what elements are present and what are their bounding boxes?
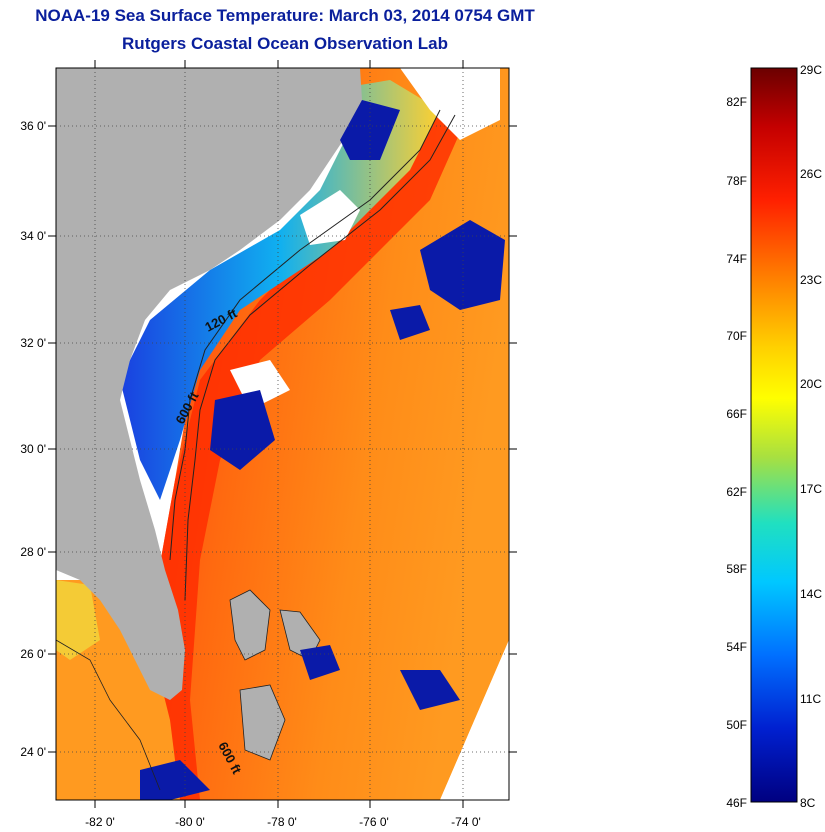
c-label: 23C [800,273,822,287]
map-border [55,67,510,801]
isobath-gulf [56,639,161,791]
lon-label: -82 0' [85,815,115,829]
lat-label: 34 0' [20,229,46,243]
lat-label: 24 0' [20,745,46,759]
f-label: 78F [726,174,747,188]
cloud [300,190,360,245]
map-subtitle: Rutgers Coastal Ocean Observation Lab [122,34,448,53]
c-label: 29C [800,63,822,77]
c-label: 26C [800,167,822,181]
f-label: 50F [726,718,747,732]
latitude-labels: 36 0' 34 0' 32 0' 30 0' 28 0' 26 0' 24 0… [20,119,46,759]
f-label: 58F [726,562,747,576]
cold-cloud-mask [420,220,505,310]
lat-label: 30 0' [20,442,46,456]
map-ticks [48,60,517,808]
f-label: 74F [726,252,747,266]
cold-cloud-mask [300,645,340,680]
c-label: 11C [800,692,821,706]
lon-label: -78 0' [267,815,297,829]
fahrenheit-scale: 82F 78F 74F 70F 66F 62F 58F 54F 50F 46F [726,95,747,810]
cloud [400,68,500,140]
gulf-cool [56,580,100,660]
lon-label: -80 0' [175,815,205,829]
colorbar [750,67,798,803]
c-label: 20C [800,377,822,391]
cold-cloud-mask [210,390,275,470]
cold-coast [340,100,400,160]
celsius-scale: 29C 26C 23C 20C 17C 14C 11C 8C [800,63,822,810]
bahamas-land-3 [239,684,286,761]
map-title: NOAA-19 Sea Surface Temperature: March 0… [35,6,535,25]
lat-label: 26 0' [20,647,46,661]
lat-label: 36 0' [20,119,46,133]
f-label: 66F [726,407,747,421]
isobath-600ft [184,114,456,601]
map-area [56,68,509,800]
longitude-labels: -82 0' -80 0' -78 0' -76 0' -74 0' [85,815,481,829]
lon-label: -74 0' [451,815,481,829]
c-label: 14C [800,587,822,601]
lat-label: 32 0' [20,336,46,350]
no-data [440,640,509,800]
gulf-stream [150,110,470,800]
cold-cloud-mask [400,670,460,710]
f-label: 82F [726,95,747,109]
f-label: 70F [726,329,747,343]
cold-cloud-mask [140,760,210,800]
cold-cloud-mask [390,305,430,340]
isobath-120ft [169,109,441,561]
f-label: 54F [726,640,747,654]
lat-label: 28 0' [20,545,46,559]
lon-label: -76 0' [359,815,389,829]
f-label: 46F [726,796,747,810]
us-land [56,68,362,700]
c-label: 8C [800,796,816,810]
f-label: 62F [726,485,747,499]
bahamas-land [229,589,271,661]
cool-shelf-water [120,80,440,500]
c-label: 17C [800,482,822,496]
